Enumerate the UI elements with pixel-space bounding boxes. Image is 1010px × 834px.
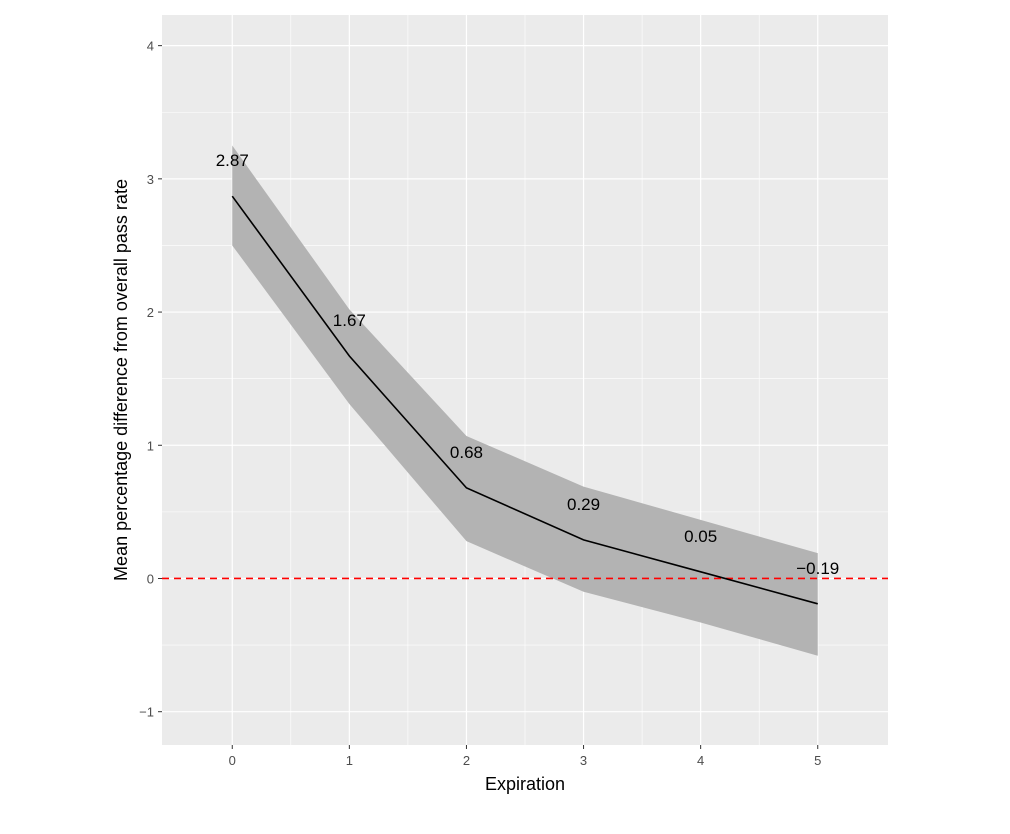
series-line bbox=[231, 195, 818, 605]
confidence-ribbon bbox=[232, 145, 818, 656]
x-axis-label: Expiration bbox=[485, 774, 565, 794]
y-tick-label: 0 bbox=[147, 571, 154, 586]
y-tick-label: 1 bbox=[147, 438, 154, 453]
y-tick-label: −1 bbox=[139, 705, 154, 720]
data-labels: 2.87 1.67 0.68 0.29 0.05 −0.19 bbox=[216, 151, 840, 578]
data-label: 0.68 bbox=[450, 443, 483, 462]
y-axis-ticks: −1 0 1 2 3 4 bbox=[139, 39, 162, 720]
x-tick-label: 5 bbox=[814, 753, 821, 768]
x-tick-label: 4 bbox=[697, 753, 704, 768]
y-tick-label: 3 bbox=[147, 172, 154, 187]
y-tick-label: 4 bbox=[147, 39, 154, 54]
data-label: −0.19 bbox=[796, 559, 839, 578]
x-tick-label: 3 bbox=[580, 753, 587, 768]
x-tick-label: 2 bbox=[463, 753, 470, 768]
data-label: 0.05 bbox=[684, 527, 717, 546]
data-label: 2.87 bbox=[216, 151, 249, 170]
x-tick-label: 0 bbox=[229, 753, 236, 768]
x-axis-ticks: 0 1 2 3 4 5 bbox=[229, 745, 821, 768]
data-label: 1.67 bbox=[333, 311, 366, 330]
y-tick-label: 2 bbox=[147, 305, 154, 320]
x-tick-label: 1 bbox=[346, 753, 353, 768]
y-axis-label: Mean percentage difference from overall … bbox=[111, 179, 131, 581]
major-gridlines bbox=[162, 15, 888, 745]
data-label: 0.29 bbox=[567, 495, 600, 514]
